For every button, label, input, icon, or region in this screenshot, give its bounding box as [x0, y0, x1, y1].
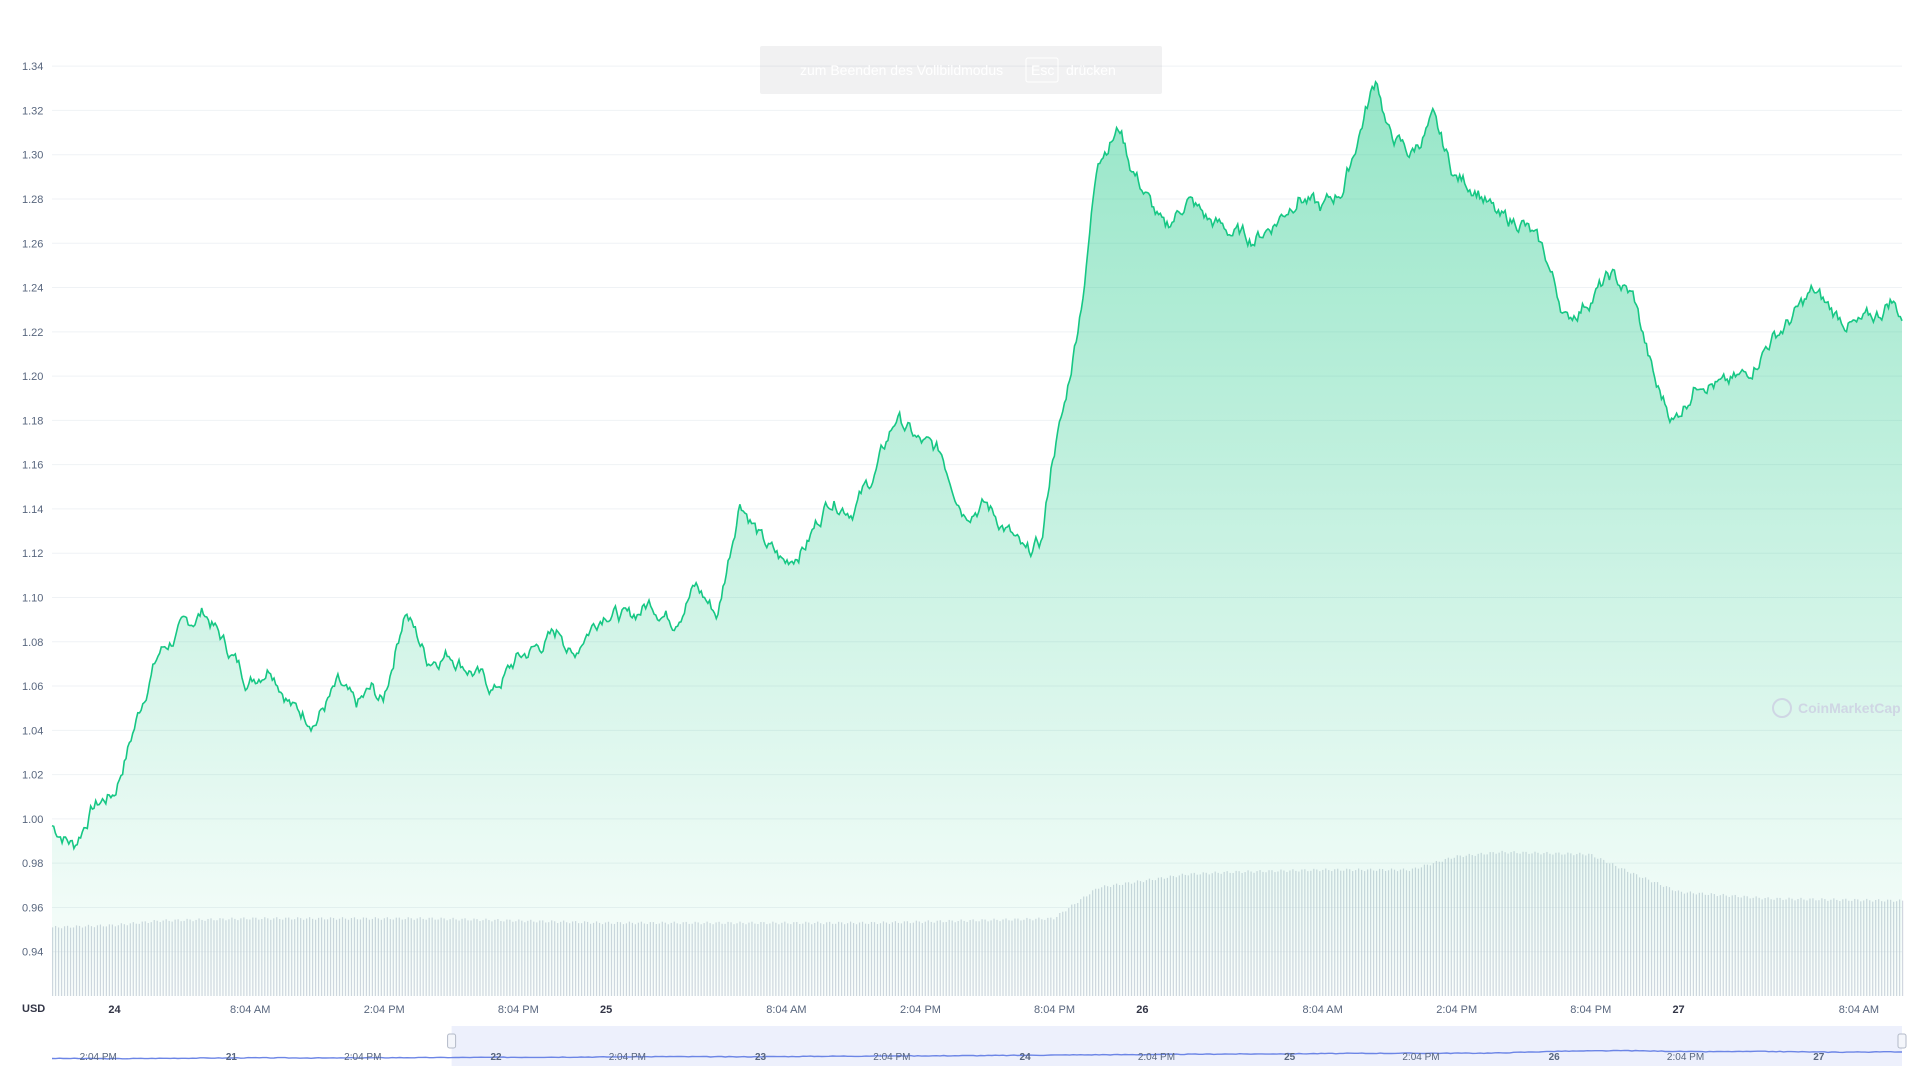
navigator-tick-label: 21 — [226, 1052, 238, 1063]
navigator-selection[interactable] — [451, 1026, 1903, 1066]
esc-key: Esc — [1031, 62, 1054, 78]
y-tick-label: 0.98 — [22, 858, 43, 870]
y-tick-label: 1.16 — [22, 460, 43, 472]
x-tick-label: 8:04 PM — [1034, 1004, 1075, 1016]
y-tick-label: 1.30 — [22, 150, 43, 162]
y-tick-label: 1.14 — [22, 504, 43, 516]
navigator-tick-label: 25 — [1284, 1052, 1296, 1063]
x-tick-label: 2:04 PM — [364, 1004, 405, 1016]
y-tick-label: 1.08 — [22, 637, 43, 649]
navigator-tick-label: 27 — [1813, 1052, 1825, 1063]
x-tick-label: 26 — [1136, 1004, 1148, 1016]
y-tick-label: 1.32 — [22, 105, 43, 117]
navigator-tick-label: 24 — [1020, 1052, 1032, 1063]
banner-background — [760, 46, 1162, 94]
volume-bar — [1902, 900, 1904, 996]
navigator-tick-label: 2:04 PM — [609, 1052, 646, 1063]
navigator-handle-left[interactable] — [447, 1033, 457, 1049]
y-tick-label: 1.22 — [22, 327, 43, 339]
y-tick-label: 1.24 — [22, 283, 43, 295]
y-tick-label: 1.06 — [22, 681, 43, 693]
navigator-tick-label: 2:04 PM — [1138, 1052, 1175, 1063]
y-tick-label: 0.94 — [22, 947, 43, 959]
x-axis: 24 8:04 AM 2:04 PM 8:04 PM 25 8:04 AM 2:04 PM 8… — [108, 1004, 1879, 1016]
esc-key-box — [1025, 57, 1059, 83]
navigator-tick-label: 23 — [755, 1052, 767, 1063]
navigator-tick-label: 22 — [490, 1052, 502, 1063]
price-area — [52, 81, 1902, 996]
watermark-text: CoinMarketCap — [1798, 700, 1901, 716]
x-tick-label: 8:04 AM — [1302, 1004, 1342, 1016]
x-tick-label: 8:04 AM — [230, 1004, 270, 1016]
y-tick-label: 1.34 — [22, 61, 43, 73]
y-tick-label: 1.00 — [22, 814, 43, 826]
coinmarketcap-logo-icon — [1772, 698, 1792, 718]
price-line[interactable] — [51, 80, 1903, 851]
y-tick-label: 1.18 — [22, 415, 43, 427]
y-axis: 1.34 1.32 1.30 1.28 1.26 1.24 1.22 1.20 1.18 1.16… — [22, 61, 43, 959]
navigator-tick-label: 2:04 PM — [1667, 1052, 1704, 1063]
navigator-tick-label: 2:04 PM — [873, 1052, 910, 1063]
navigator-tick-label: 2:04 PM — [80, 1052, 117, 1063]
x-tick-label: 8:04 PM — [498, 1004, 539, 1016]
banner-text-before: zum Beenden des Vollbildmodus — [800, 62, 1003, 78]
x-tick-label: 2:04 PM — [1436, 1004, 1477, 1016]
x-tick-label: 8:04 AM — [1839, 1004, 1879, 1016]
y-tick-label: 1.12 — [22, 548, 43, 560]
navigator-line — [51, 1049, 1903, 1060]
x-tick-label: 8:04 AM — [766, 1004, 806, 1016]
navigator-handle-right[interactable] — [1897, 1033, 1907, 1049]
x-tick-label: 24 — [108, 1004, 121, 1016]
y-tick-label: 1.26 — [22, 238, 43, 250]
navigator-tick-label: 26 — [1549, 1052, 1561, 1063]
x-tick-label: 8:04 PM — [1570, 1004, 1611, 1016]
y-tick-label: 1.02 — [22, 770, 43, 782]
x-tick-label: 2:04 PM — [900, 1004, 941, 1016]
y-tick-label: 1.10 — [22, 592, 43, 604]
fullscreen-banner: zum Beenden des Vollbildmodus Esc drücke… — [760, 46, 1162, 94]
y-tick-label: 1.20 — [22, 371, 43, 383]
x-tick-label: 25 — [600, 1004, 612, 1016]
x-tick-label: 27 — [1672, 1004, 1684, 1016]
y-tick-label: 1.28 — [22, 194, 43, 206]
y-tick-label: 1.04 — [22, 725, 43, 737]
unit-label: USD — [22, 1003, 45, 1015]
banner-text-after: drücken — [1066, 62, 1116, 78]
navigator-tick-label: 2:04 PM — [344, 1052, 381, 1063]
navigator-tick-label: 2:04 PM — [1402, 1052, 1439, 1063]
y-tick-label: 0.96 — [22, 902, 43, 914]
range-navigator[interactable]: 2:04 PM 21 2:04 PM 22 2:04 PM 23 2:04 PM 24 2:04… — [51, 1026, 1907, 1066]
coinmarketcap-watermark: CoinMarketCap — [1772, 698, 1901, 718]
